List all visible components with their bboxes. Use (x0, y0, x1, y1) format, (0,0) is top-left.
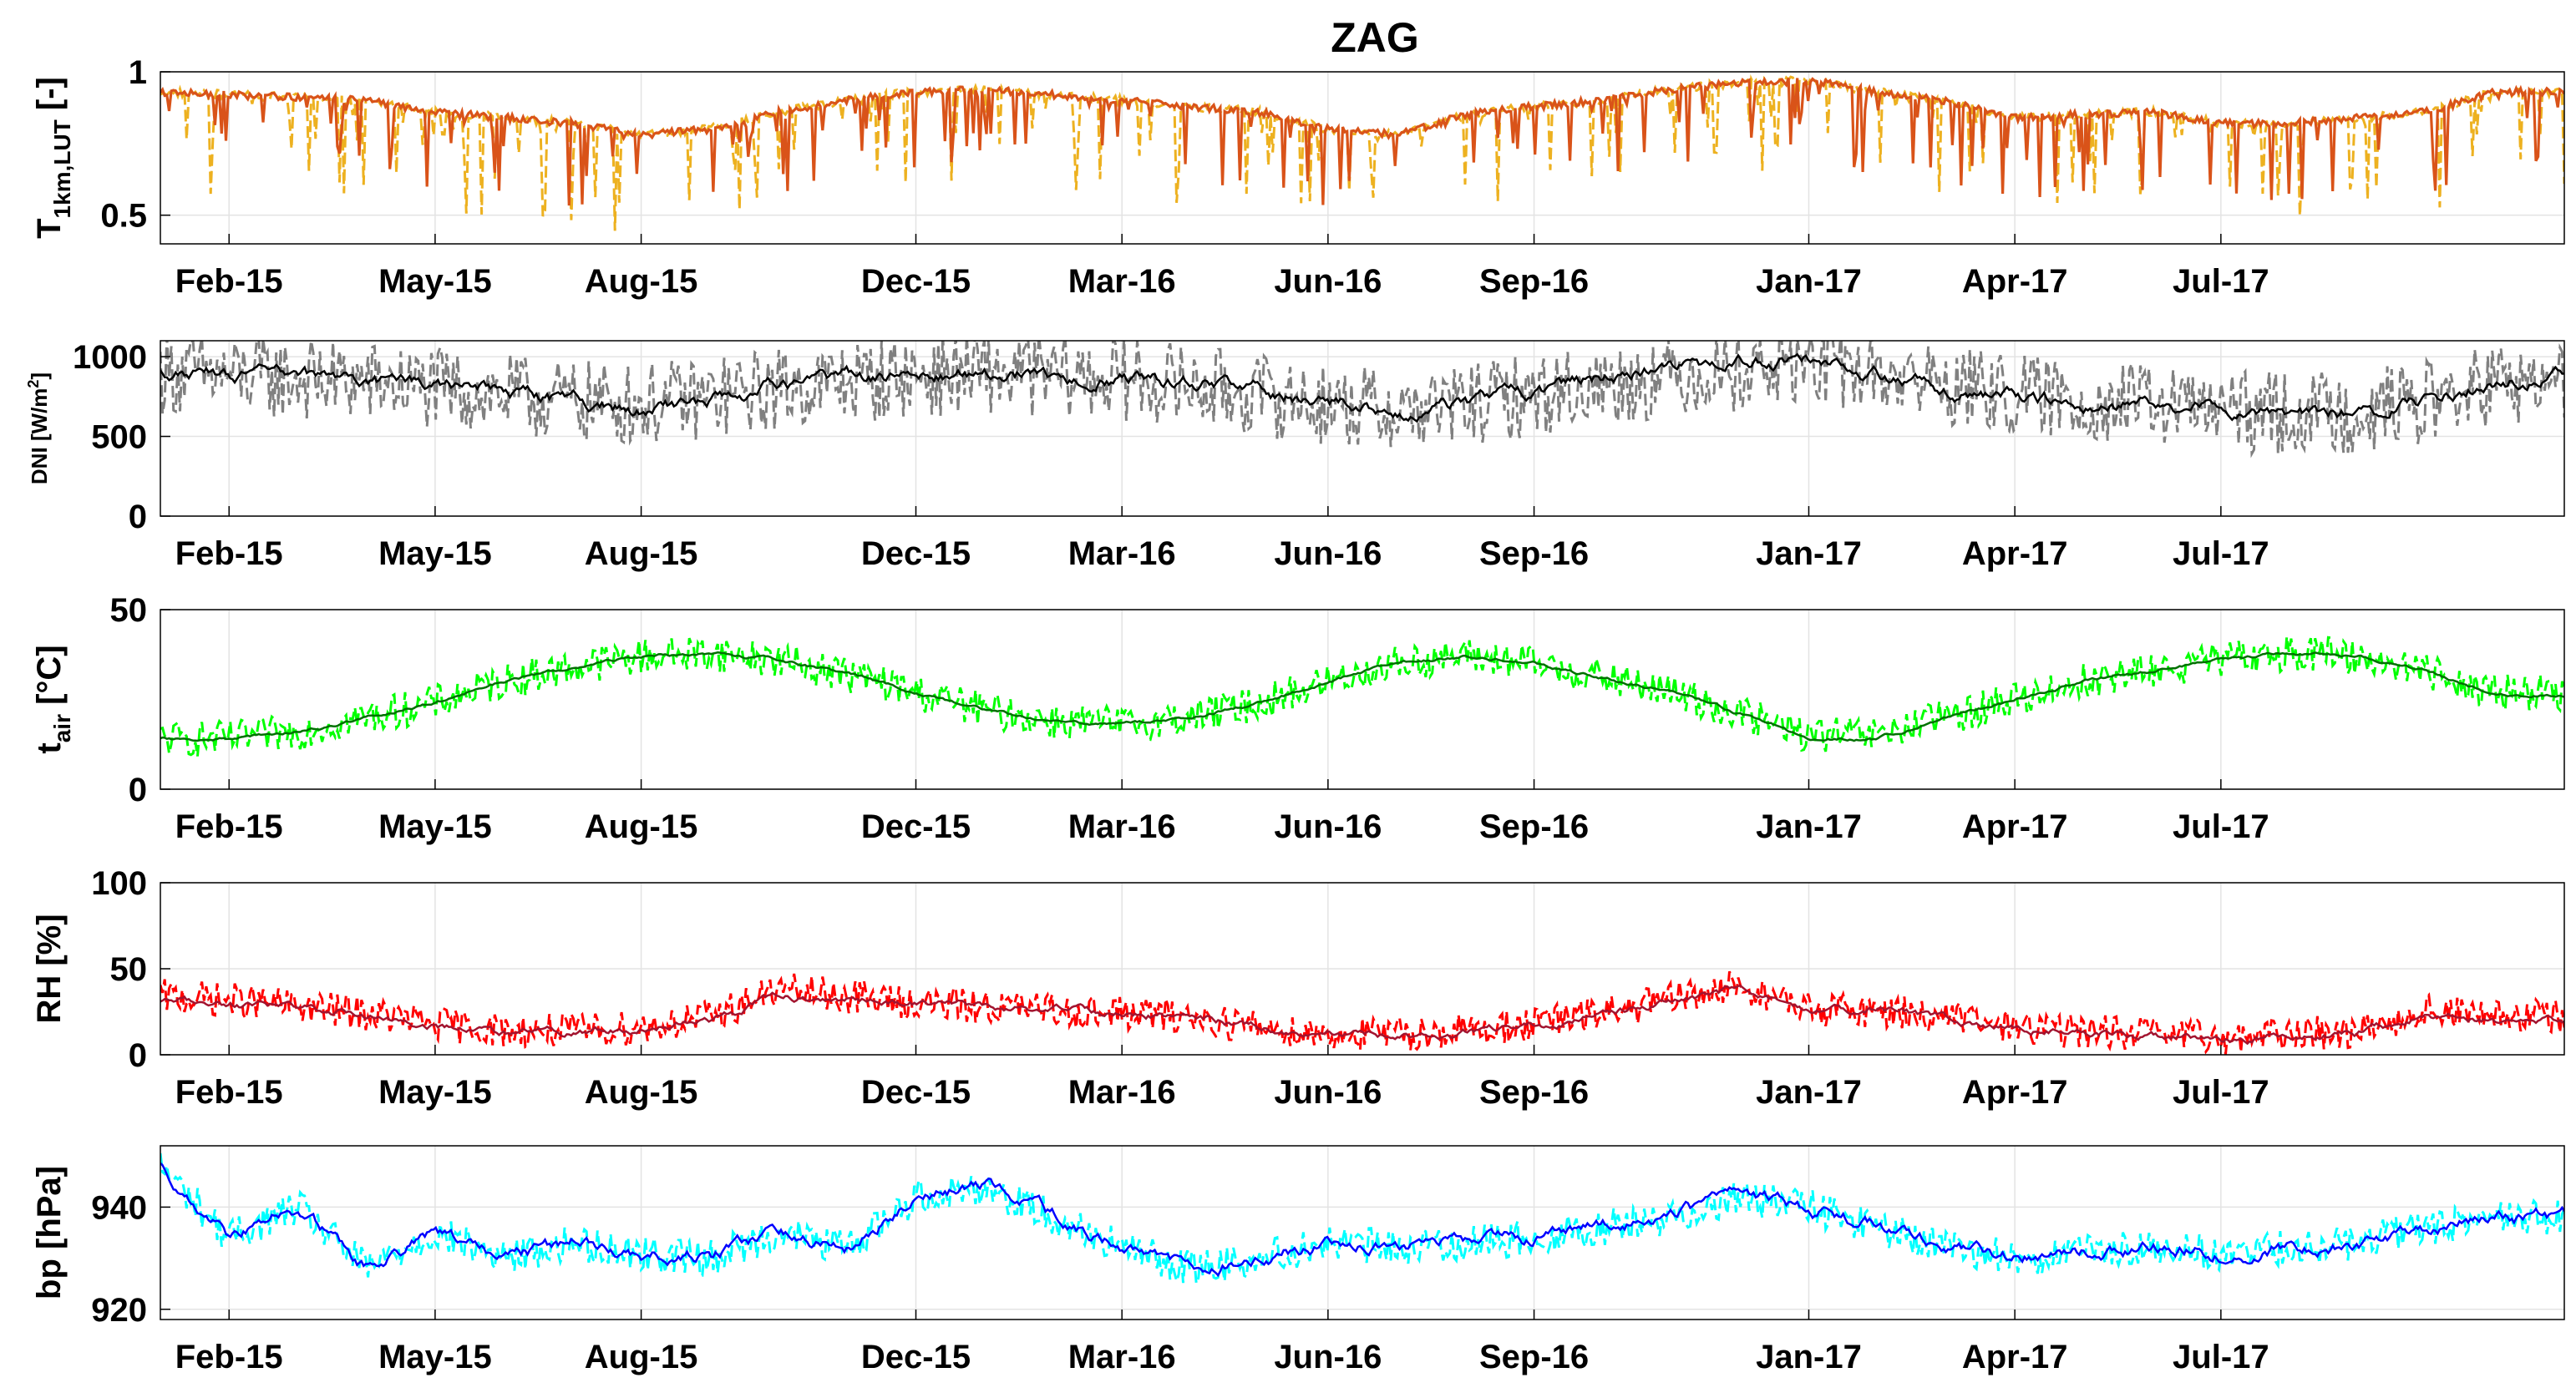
y-axis-label: bp [hPa] (31, 1166, 68, 1299)
plot-frame (160, 609, 2565, 790)
y-tick-label: 1 (129, 54, 147, 91)
series-smoothed (160, 651, 2564, 742)
x-tick-label: Sep-16 (1479, 808, 1589, 845)
y-axis-label: T1km,LUT [-] (31, 77, 75, 239)
plot-frame (160, 1145, 2565, 1320)
y-tick-label: 1000 (73, 339, 147, 376)
y-axis-label: tair [°C] (31, 645, 75, 753)
x-tick-label: May-15 (378, 1074, 492, 1111)
x-tick-label: Jul-17 (2173, 1074, 2269, 1111)
x-tick-label: Jan-17 (1756, 808, 1862, 845)
x-tick-label: Aug-15 (585, 1074, 698, 1111)
x-tick-label: Apr-17 (1962, 808, 2068, 845)
x-tick-label: Sep-16 (1479, 1339, 1589, 1375)
series-smoothed (160, 984, 2564, 1046)
series-raw (160, 970, 2564, 1055)
x-tick-label: Dec-15 (861, 1339, 971, 1375)
y-tick-label: 500 (91, 419, 147, 456)
panel-1: Feb-15 May-15 Aug-15 Dec-15 Mar-16 Jun-16 Sep-… (31, 54, 2565, 300)
x-tick-label: Feb-15 (175, 808, 283, 845)
x-tick-label: Dec-15 (861, 808, 971, 845)
x-tick-label: Jun-16 (1274, 808, 1382, 845)
plot-frame (160, 340, 2565, 517)
x-tick-label: Aug-15 (585, 808, 698, 845)
x-tick-label: Apr-17 (1962, 535, 2068, 572)
x-tick-label: Sep-16 (1479, 263, 1589, 300)
x-tick-label: Sep-16 (1479, 535, 1589, 572)
x-tick-label: Feb-15 (175, 1339, 283, 1375)
y-tick-label: 50 (110, 951, 148, 988)
x-tick-label: Jun-16 (1274, 1339, 1382, 1375)
x-tick-label: Jun-16 (1274, 1074, 1382, 1111)
x-tick-label: Mar-16 (1068, 1074, 1176, 1111)
y-tick-label: 0 (129, 772, 147, 808)
y-tick-label: 920 (91, 1292, 147, 1329)
y-tick-label: 940 (91, 1189, 147, 1226)
y-tick-label: 50 (110, 592, 148, 629)
series-smoothed (160, 352, 2564, 423)
y-tick-label: 0.5 (100, 198, 147, 235)
x-tick-label: Apr-17 (1962, 263, 2068, 300)
y-tick-label: 0 (129, 499, 147, 535)
series-raw (160, 73, 2564, 231)
x-tick-label: Aug-15 (585, 1339, 698, 1375)
panel-4: Feb-15 May-15 Aug-15 Dec-15 Mar-16 Jun-16 Sep-… (31, 865, 2565, 1111)
x-tick-label: Mar-16 (1068, 808, 1176, 845)
x-tick-label: Jul-17 (2173, 1339, 2269, 1375)
x-tick-label: May-15 (378, 808, 492, 845)
x-tick-label: Feb-15 (175, 535, 283, 572)
y-tick-label: 0 (129, 1037, 147, 1074)
series-smoothed (160, 1162, 2564, 1278)
x-tick-label: Aug-15 (585, 535, 698, 572)
x-tick-label: Jul-17 (2173, 263, 2269, 300)
x-tick-label: May-15 (378, 263, 492, 300)
x-tick-label: Jan-17 (1756, 263, 1862, 300)
x-tick-label: Jan-17 (1756, 535, 1862, 572)
x-tick-label: Feb-15 (175, 263, 283, 300)
x-tick-label: Jun-16 (1274, 535, 1382, 572)
series-raw (160, 341, 2564, 458)
x-tick-label: Apr-17 (1962, 1074, 2068, 1111)
x-tick-label: Jul-17 (2173, 535, 2269, 572)
series-raw (160, 636, 2564, 757)
x-tick-label: Mar-16 (1068, 1339, 1176, 1375)
x-tick-label: Jul-17 (2173, 808, 2269, 845)
panel-2: Feb-15 May-15 Aug-15 Dec-15 Mar-16 Jun-16 Sep-… (25, 339, 2565, 572)
x-tick-label: Apr-17 (1962, 1339, 2068, 1375)
x-tick-label: Sep-16 (1479, 1074, 1589, 1111)
x-tick-label: Jun-16 (1274, 263, 1382, 300)
x-tick-label: Dec-15 (861, 263, 971, 300)
x-tick-label: Jan-17 (1756, 1339, 1862, 1375)
panel-3: Feb-15 May-15 Aug-15 Dec-15 Mar-16 Jun-16 Sep-… (31, 592, 2565, 845)
y-axis-label: RH [%] (31, 914, 68, 1023)
x-tick-label: Feb-15 (175, 1074, 283, 1111)
chart-title: ZAG (1331, 14, 1419, 61)
x-tick-label: Mar-16 (1068, 263, 1176, 300)
x-tick-label: Dec-15 (861, 535, 971, 572)
y-tick-label: 100 (91, 865, 147, 902)
series-smoothed (160, 76, 2564, 206)
panel-5: Feb-15 May-15 Aug-15 Dec-15 Mar-16 Jun-16 Sep-… (31, 1145, 2565, 1375)
x-tick-label: May-15 (378, 1339, 492, 1375)
x-tick-label: May-15 (378, 535, 492, 572)
x-tick-label: Dec-15 (861, 1074, 971, 1111)
x-tick-label: Mar-16 (1068, 535, 1176, 572)
panels: Feb-15 May-15 Aug-15 Dec-15 Mar-16 Jun-16 Sep-… (25, 54, 2565, 1375)
x-tick-label: Aug-15 (585, 263, 698, 300)
x-tick-label: Jan-17 (1756, 1074, 1862, 1111)
y-axis-label: DNI [W/m2] (25, 372, 52, 484)
plot-frame (160, 71, 2565, 245)
series-raw (160, 1152, 2564, 1286)
